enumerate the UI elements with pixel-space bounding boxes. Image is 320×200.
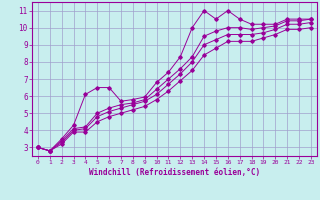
X-axis label: Windchill (Refroidissement éolien,°C): Windchill (Refroidissement éolien,°C) xyxy=(89,168,260,177)
